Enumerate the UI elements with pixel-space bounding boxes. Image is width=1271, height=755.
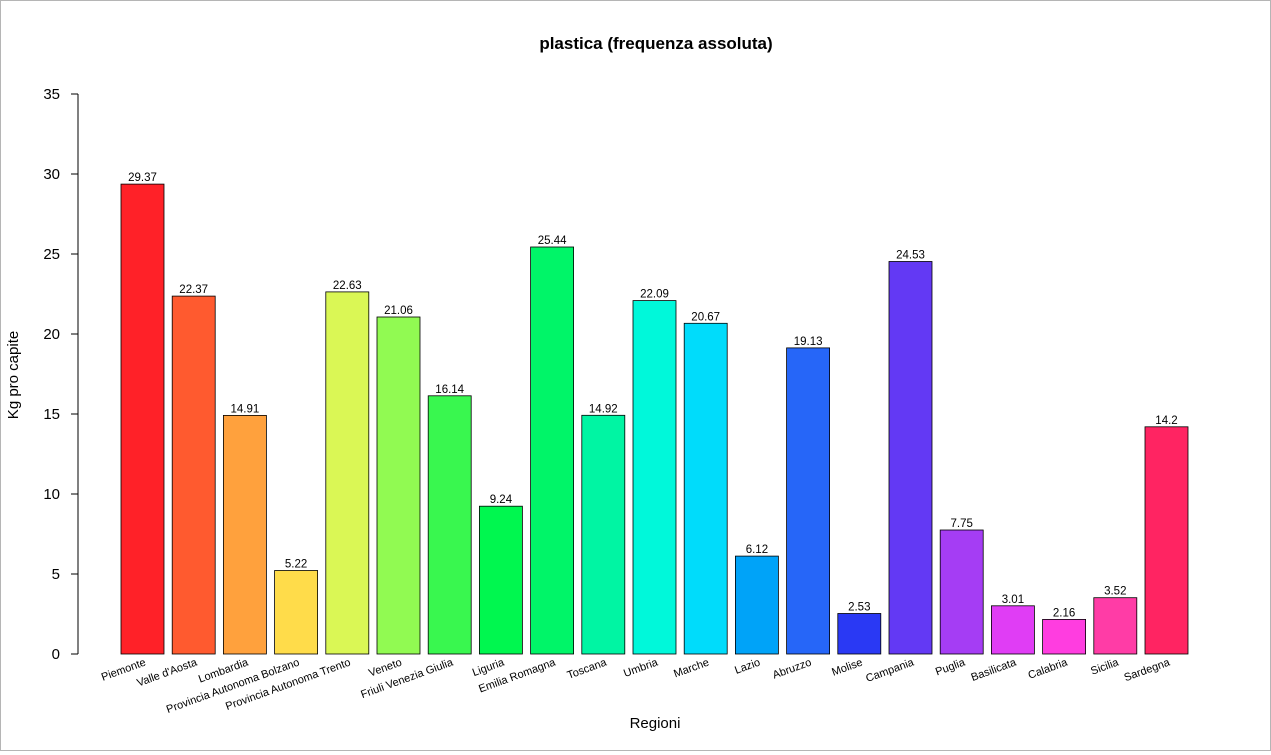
bar [786, 347, 830, 655]
bar [939, 529, 984, 655]
y-tick-label: 0 [52, 646, 60, 663]
bar-value-label: 14.91 [231, 403, 260, 415]
bar-value-label: 22.09 [640, 289, 669, 301]
x-tick-label: Toscana [566, 656, 609, 682]
bar-value-label: 24.53 [896, 250, 925, 262]
bar [837, 613, 882, 655]
y-tick-label: 35 [43, 86, 60, 103]
value-labels-group: 29.37 22.37 14.91 5.22 22.63 21.06 16.14 9.24 25… [128, 172, 1178, 619]
y-tick-label: 15 [43, 406, 60, 423]
y-tick-label: 10 [43, 486, 60, 503]
x-tick-label: Sardegna [1123, 656, 1173, 684]
x-tick-label: Abruzzo [771, 657, 813, 682]
x-tick-label: Molise [830, 657, 864, 679]
bar [581, 414, 626, 655]
bar-value-label: 20.67 [691, 311, 720, 323]
bar-value-label: 3.52 [1104, 586, 1126, 598]
chart-title: plastica (frequenza assoluta) [539, 34, 772, 53]
bar [325, 291, 370, 655]
bar-value-label: 5.22 [285, 559, 307, 571]
bar-value-label: 3.01 [1002, 594, 1024, 606]
bar [991, 605, 1035, 655]
y-axis-title: Kg pro capite [5, 331, 22, 419]
bar [1144, 426, 1189, 655]
x-tick-label: Puglia [934, 656, 968, 678]
x-tick-label: Lazio [733, 657, 762, 677]
bar [427, 395, 472, 655]
bar-value-label: 2.53 [848, 602, 870, 614]
bar [888, 261, 933, 655]
bar [735, 555, 779, 655]
bar [376, 316, 421, 655]
x-tick-label: Campania [864, 656, 916, 685]
y-tick-label: 20 [43, 326, 60, 343]
bar-value-label: 25.44 [538, 235, 567, 247]
bar [171, 295, 216, 655]
x-tick-label: Marche [672, 657, 711, 681]
bar-value-label: 2.16 [1053, 607, 1075, 619]
bar-value-label: 9.24 [490, 494, 513, 506]
bar [1093, 597, 1138, 655]
bar-value-label: 6.12 [746, 544, 768, 556]
bar [530, 246, 574, 655]
bar-value-label: 7.75 [951, 518, 973, 530]
bar-value-label: 16.14 [435, 384, 464, 396]
x-axis-title: Regioni [630, 715, 681, 732]
bar [274, 570, 319, 655]
bar-value-label: 14.92 [589, 403, 618, 415]
bar-value-label: 29.37 [128, 172, 157, 184]
bars-group [120, 183, 1189, 655]
y-tick-label: 5 [52, 566, 60, 583]
bar-value-label: 19.13 [794, 336, 823, 348]
bar [478, 505, 523, 655]
x-tick-label: Umbria [622, 656, 660, 680]
bar-value-label: 22.63 [333, 280, 362, 292]
bar [683, 322, 728, 655]
bar [222, 414, 267, 655]
bar [1042, 619, 1086, 655]
y-tick-label: 30 [43, 166, 60, 183]
y-axis: 0 5 10 15 20 25 30 35 [43, 86, 79, 663]
bar-value-label: 22.37 [179, 284, 208, 296]
x-tick-label: Calabria [1027, 656, 1070, 682]
bar-value-label: 21.06 [384, 305, 413, 317]
x-tick-label: Basilicata [970, 656, 1019, 684]
y-tick-label: 25 [43, 246, 60, 263]
bar [632, 300, 677, 655]
x-tick-label: Sicilia [1089, 656, 1121, 677]
bar [120, 183, 165, 655]
bar-value-label: 14.2 [1155, 415, 1177, 427]
